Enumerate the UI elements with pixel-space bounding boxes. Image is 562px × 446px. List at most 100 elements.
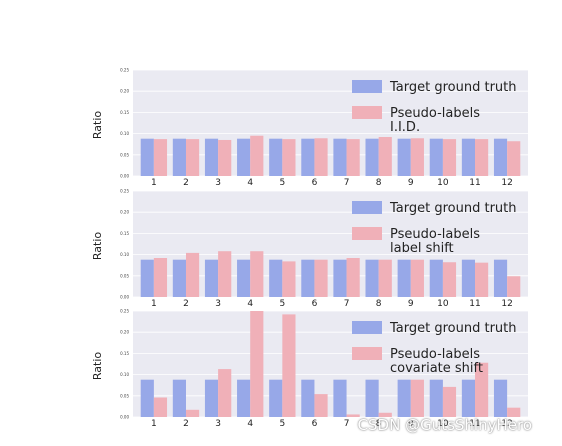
bar-target-10: [429, 138, 443, 176]
x-tick-label: 2: [183, 419, 189, 429]
bar-pseudo-3: [218, 369, 232, 417]
x-tick-label: 1: [151, 299, 157, 309]
bar-pseudo-12: [507, 407, 521, 417]
bar-pseudo-10: [442, 139, 457, 176]
y-tick-label: 0.10: [120, 252, 129, 257]
y-tick-label: 0.10: [120, 131, 129, 136]
bar-pseudo-6: [314, 259, 328, 297]
bar-target-5: [269, 138, 283, 176]
y-tick-label: 0.25: [120, 68, 129, 73]
bar-target-8: [365, 379, 379, 417]
bar-target-2: [172, 259, 186, 297]
x-tick-label: 5: [279, 419, 285, 429]
bar-pseudo-6: [314, 394, 328, 417]
bar-pseudo-11: [475, 262, 489, 297]
bar-target-11: [461, 138, 476, 176]
bar-target-2: [172, 379, 186, 417]
x-tick-label: 4: [247, 419, 253, 429]
bar-pseudo-2: [185, 139, 200, 176]
x-tick-label: 7: [344, 419, 350, 429]
bar-pseudo-9: [410, 259, 424, 297]
bar-target-12: [493, 259, 508, 297]
bar-pseudo-1: [153, 257, 168, 297]
y-axis-label: Ratio: [91, 352, 104, 381]
bar-target-4: [237, 259, 251, 297]
bar-target-3: [204, 138, 219, 176]
bar-pseudo-3: [218, 139, 232, 176]
x-tick-label: 12: [501, 299, 512, 309]
x-tick-label: 5: [279, 178, 285, 188]
x-tick-label: 11: [469, 178, 480, 188]
bar-pseudo-4: [250, 251, 264, 297]
y-tick-label: 0.15: [120, 110, 129, 115]
x-tick-label: 11: [469, 419, 480, 429]
x-tick-label: 12: [501, 178, 512, 188]
x-tick-label: 2: [183, 299, 189, 309]
x-tick-label: 3: [215, 178, 221, 188]
y-tick-label: 0.05: [120, 273, 129, 278]
bar-pseudo-1: [153, 397, 168, 417]
bar-target-1: [140, 138, 154, 176]
x-tick-label: 8: [376, 419, 382, 429]
bar-pseudo-7: [346, 257, 360, 297]
legend-label: label shift: [390, 241, 454, 256]
legend-label: Pseudo-labels: [390, 227, 480, 242]
x-tick-label: 6: [312, 419, 318, 429]
bar-target-12: [493, 138, 508, 176]
bar-target-1: [140, 259, 154, 297]
bar-target-10: [429, 259, 443, 297]
bar-target-5: [269, 259, 283, 297]
bar-pseudo-6: [314, 138, 328, 176]
x-tick-label: 7: [344, 299, 350, 309]
legend-swatch: [352, 201, 382, 214]
y-tick-label: 0.20: [120, 330, 129, 335]
bar-pseudo-2: [185, 252, 200, 297]
x-tick-label: 11: [469, 299, 480, 309]
x-tick-label: 10: [437, 419, 449, 429]
y-tick-label: 0.00: [120, 295, 129, 300]
legend-label: Pseudo-labels: [390, 106, 480, 121]
bar-target-4: [237, 138, 251, 176]
bar-target-7: [333, 379, 347, 417]
bar-pseudo-11: [475, 139, 489, 176]
y-tick-label: 0.10: [120, 372, 129, 377]
x-tick-label: 10: [437, 178, 449, 188]
x-tick-label: 3: [215, 419, 221, 429]
bar-pseudo-8: [378, 259, 392, 297]
bar-target-10: [429, 379, 443, 417]
x-tick-label: 4: [247, 178, 253, 188]
legend-swatch: [352, 227, 382, 240]
bar-pseudo-4: [250, 135, 264, 176]
bar-pseudo-2: [185, 409, 200, 417]
legend-label: Pseudo-labels: [390, 347, 480, 362]
x-tick-label: 12: [501, 419, 512, 429]
x-tick-label: 9: [408, 419, 414, 429]
bar-pseudo-3: [218, 251, 232, 297]
bar-target-6: [301, 259, 315, 297]
bar-target-8: [365, 259, 379, 297]
bar-target-8: [365, 138, 379, 176]
y-axis-label: Ratio: [91, 111, 104, 140]
bar-pseudo-5: [282, 139, 296, 176]
x-tick-label: 1: [151, 419, 157, 429]
bar-target-7: [333, 259, 347, 297]
bar-target-12: [493, 379, 508, 417]
x-tick-label: 2: [183, 178, 189, 188]
bar-target-9: [397, 259, 411, 297]
x-tick-label: 7: [344, 178, 350, 188]
y-tick-label: 0.00: [120, 415, 129, 420]
bar-pseudo-11: [475, 362, 489, 417]
x-tick-label: 9: [408, 299, 414, 309]
bar-pseudo-10: [442, 386, 457, 417]
y-axis-label: Ratio: [91, 232, 104, 261]
bar-pseudo-12: [507, 141, 521, 176]
legend-swatch: [352, 347, 382, 360]
bar-target-11: [461, 379, 476, 417]
watermark: CSDN @GutsShinyHero: [357, 416, 532, 434]
y-tick-label: 0.05: [120, 393, 129, 398]
y-tick-label: 0.00: [120, 174, 129, 179]
bar-target-4: [237, 379, 251, 417]
